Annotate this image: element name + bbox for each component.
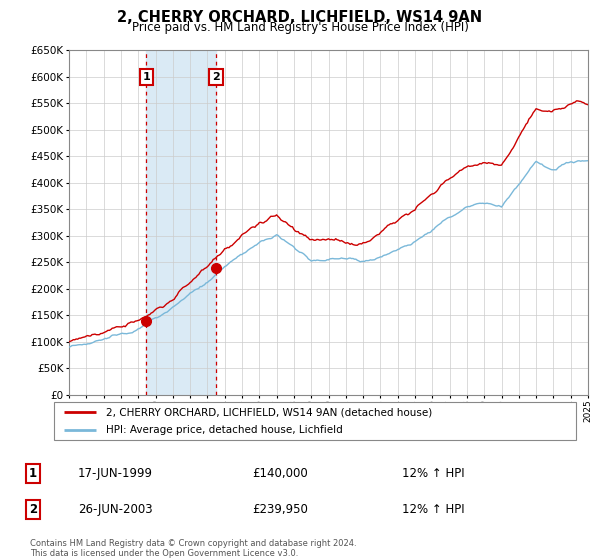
- Text: 1: 1: [142, 72, 150, 82]
- Text: 2: 2: [212, 72, 220, 82]
- Bar: [146, 50, 216, 395]
- Text: 2: 2: [29, 503, 37, 516]
- Text: HPI: Average price, detached house, Lichfield: HPI: Average price, detached house, Lich…: [106, 425, 343, 435]
- FancyBboxPatch shape: [54, 402, 576, 440]
- Text: 2, CHERRY ORCHARD, LICHFIELD, WS14 9AN (detached house): 2, CHERRY ORCHARD, LICHFIELD, WS14 9AN (…: [106, 407, 433, 417]
- Text: £239,950: £239,950: [252, 503, 308, 516]
- Text: 17-JUN-1999: 17-JUN-1999: [78, 466, 153, 480]
- Text: 12% ↑ HPI: 12% ↑ HPI: [402, 503, 464, 516]
- Text: £140,000: £140,000: [252, 466, 308, 480]
- Text: Contains HM Land Registry data © Crown copyright and database right 2024.
This d: Contains HM Land Registry data © Crown c…: [30, 539, 356, 558]
- Text: 26-JUN-2003: 26-JUN-2003: [78, 503, 152, 516]
- Text: 12% ↑ HPI: 12% ↑ HPI: [402, 466, 464, 480]
- Bar: [580, 50, 588, 395]
- Text: 1: 1: [29, 466, 37, 480]
- Text: 2, CHERRY ORCHARD, LICHFIELD, WS14 9AN: 2, CHERRY ORCHARD, LICHFIELD, WS14 9AN: [118, 10, 482, 25]
- Text: Price paid vs. HM Land Registry's House Price Index (HPI): Price paid vs. HM Land Registry's House …: [131, 21, 469, 34]
